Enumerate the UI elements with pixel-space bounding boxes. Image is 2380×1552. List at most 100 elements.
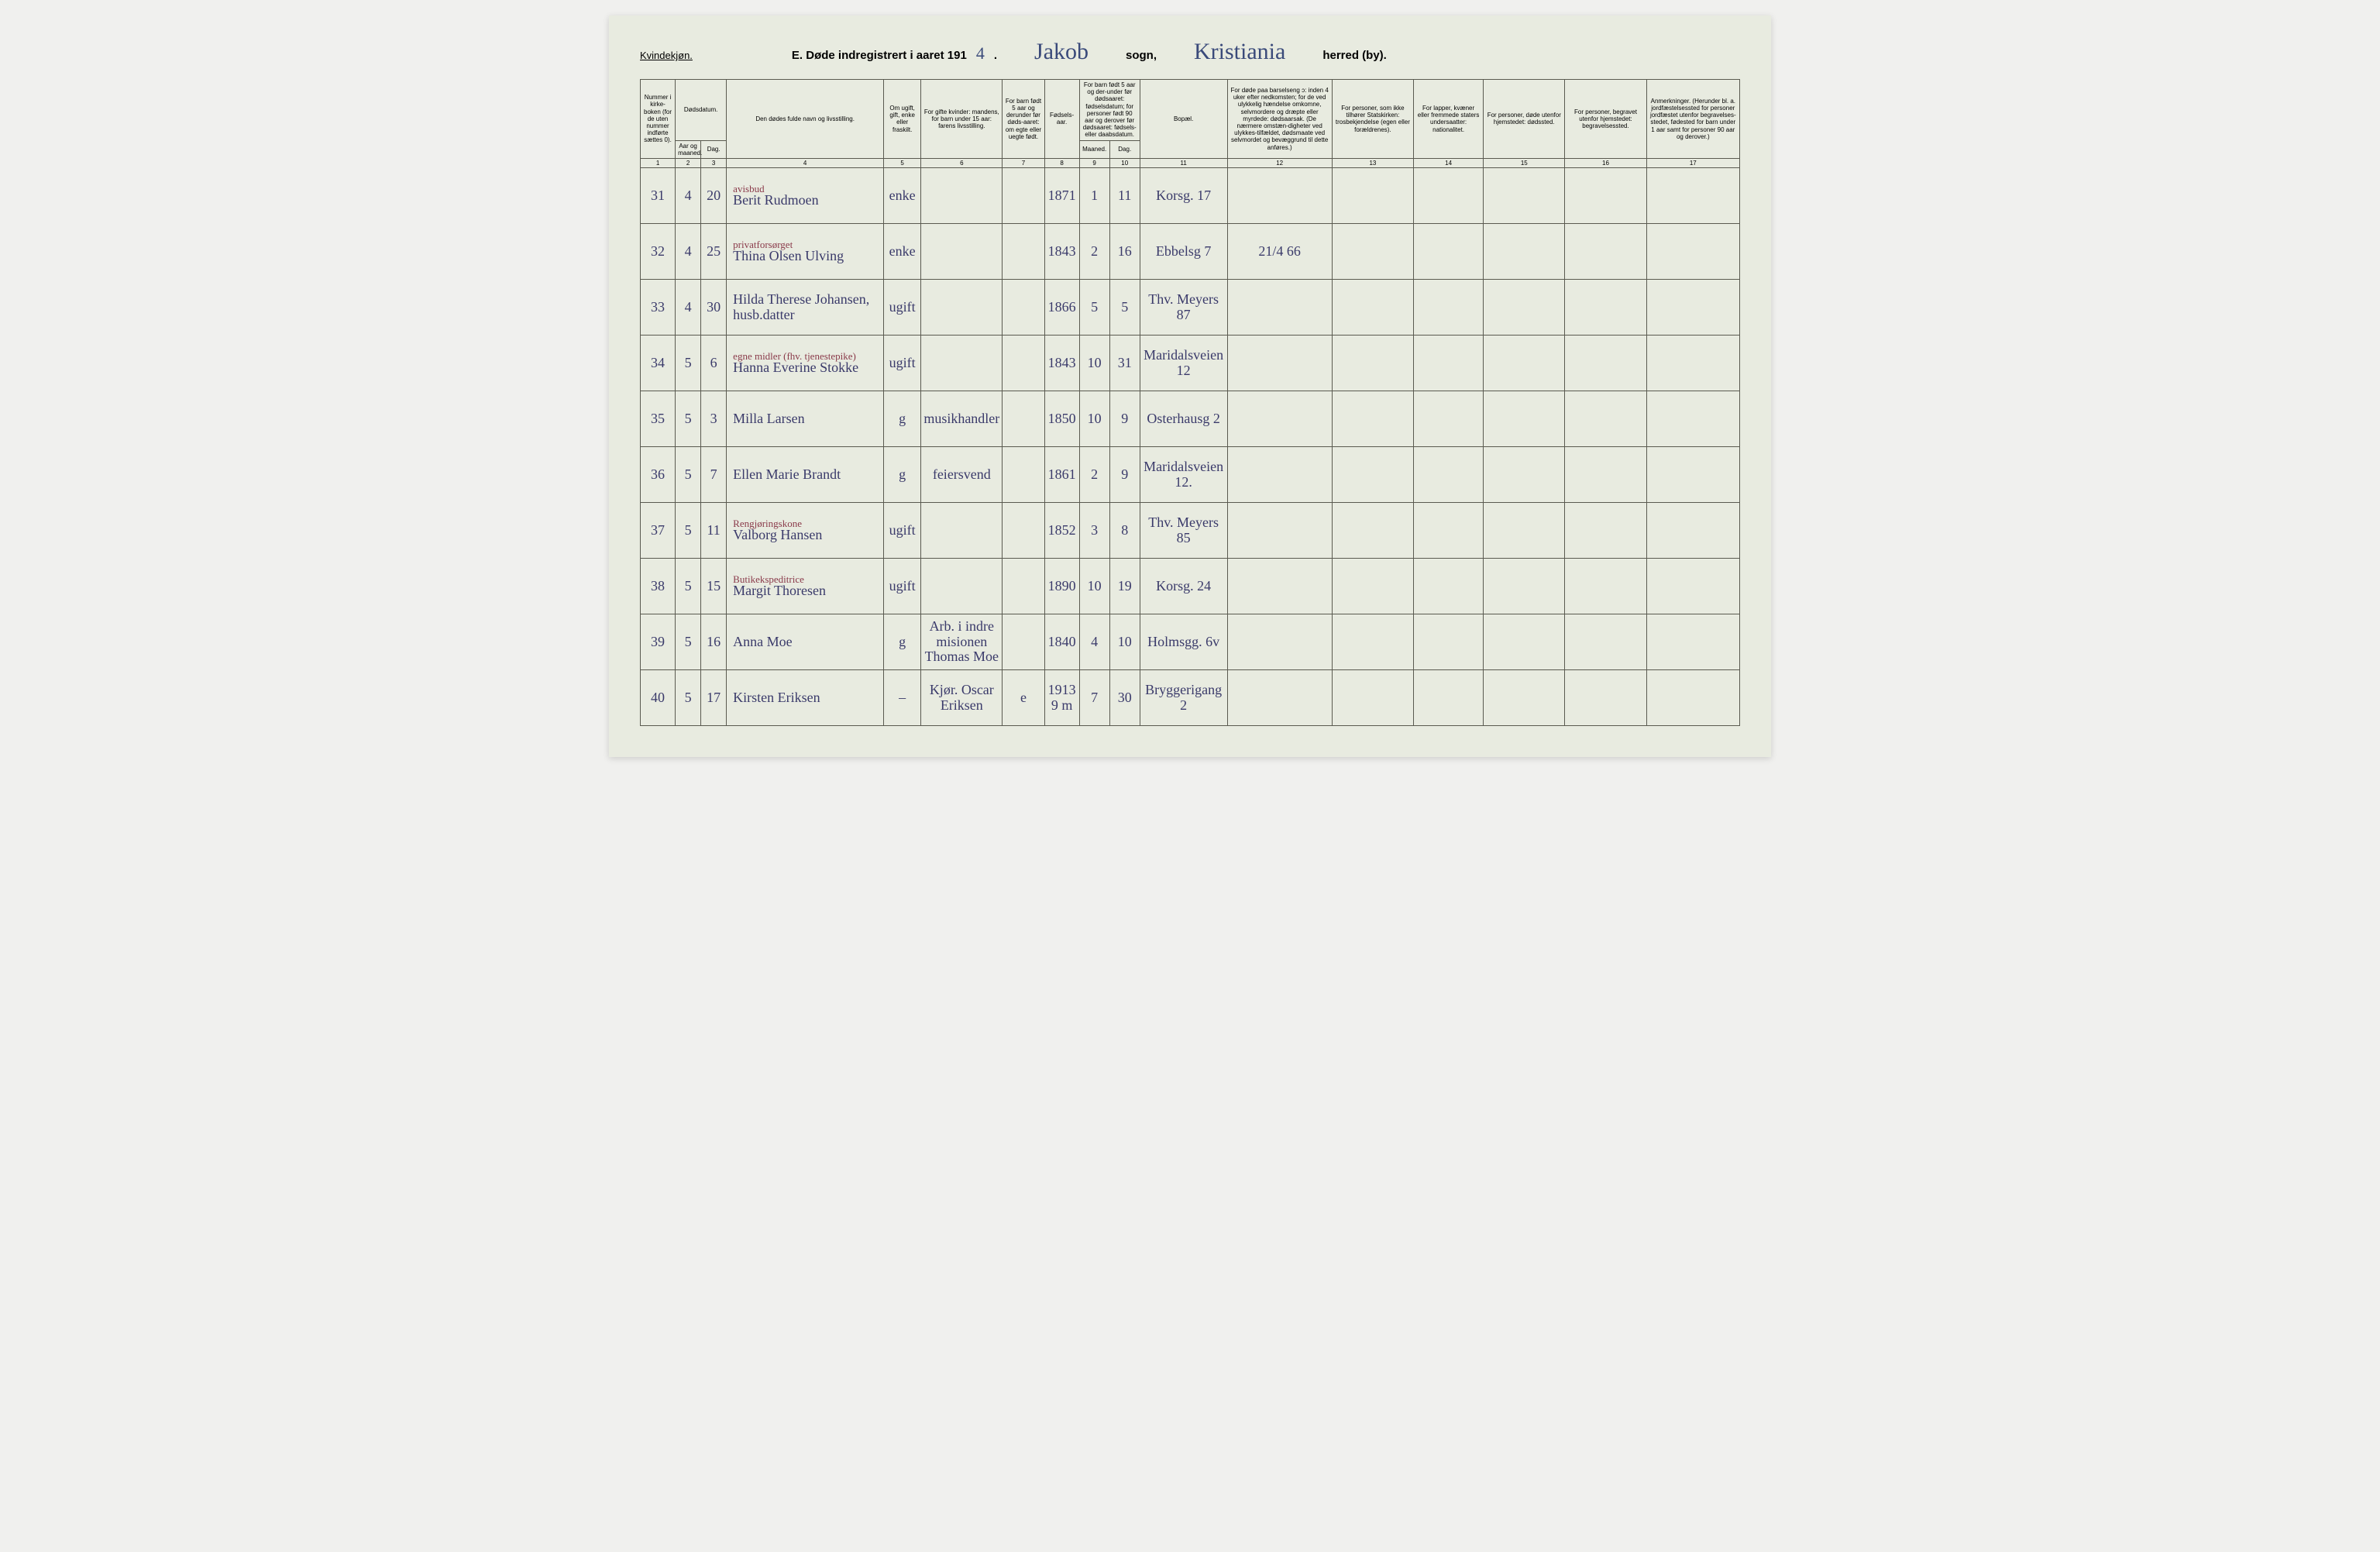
- marital-status: ugift: [884, 336, 921, 391]
- death-month: 5: [676, 503, 701, 559]
- burial-place: [1565, 670, 1646, 726]
- colnum: 8: [1044, 158, 1079, 167]
- col-header-9-d: Dag.: [1109, 140, 1140, 158]
- colnum: 10: [1109, 158, 1140, 167]
- birth-month: 2: [1079, 224, 1109, 280]
- death-month: 4: [676, 280, 701, 336]
- legitimacy: e: [1003, 670, 1044, 726]
- spouse-occupation: [921, 224, 1003, 280]
- place-of-death: [1484, 447, 1565, 503]
- col-header-1: Nummer i kirke-boken (for de uten nummer…: [641, 80, 676, 159]
- place-of-death: [1484, 614, 1565, 670]
- burial-place: [1565, 336, 1646, 391]
- birth-day: 16: [1109, 224, 1140, 280]
- confession: [1332, 559, 1413, 614]
- title-prefix: E. Døde indregistrert i aaret 191: [792, 49, 967, 62]
- place-of-death: [1484, 336, 1565, 391]
- address: Thv. Meyers 87: [1140, 280, 1227, 336]
- col-header-2a: Dødsdatum.: [676, 80, 727, 141]
- cause-of-death: [1227, 391, 1332, 447]
- confession: [1332, 280, 1413, 336]
- cause-of-death: [1227, 670, 1332, 726]
- colnum: 6: [921, 158, 1003, 167]
- colnum: 11: [1140, 158, 1227, 167]
- confession: [1332, 336, 1413, 391]
- birth-month: 4: [1079, 614, 1109, 670]
- table-row: 38515ButikekspeditriceMargit Thoresenugi…: [641, 559, 1740, 614]
- place-of-death: [1484, 670, 1565, 726]
- death-day: 25: [701, 224, 727, 280]
- legitimacy: [1003, 614, 1044, 670]
- person-name: Margit Thoresen: [733, 583, 826, 598]
- legitimacy: [1003, 447, 1044, 503]
- nationality: [1414, 280, 1484, 336]
- col-header-17: Anmerkninger. (Herunder bl. a. jordfæste…: [1646, 80, 1739, 159]
- parish-name-hand: Jakob: [1034, 39, 1089, 65]
- marital-status: enke: [884, 168, 921, 224]
- nationality: [1414, 336, 1484, 391]
- col-header-9a: For barn født 5 aar og der-under før død…: [1079, 80, 1140, 141]
- death-day: 16: [701, 614, 727, 670]
- col-header-11: Bopæl.: [1140, 80, 1227, 159]
- address: Osterhausg 2: [1140, 391, 1227, 447]
- name-cell: Milla Larsen: [727, 391, 884, 447]
- col-header-14: For lapper, kvæner eller fremmede stater…: [1414, 80, 1484, 159]
- name-cell: RengjøringskoneValborg Hansen: [727, 503, 884, 559]
- col-header-9-m: Maaned.: [1079, 140, 1109, 158]
- legitimacy: [1003, 336, 1044, 391]
- place-of-death: [1484, 224, 1565, 280]
- death-month: 5: [676, 391, 701, 447]
- marital-status: g: [884, 391, 921, 447]
- nationality: [1414, 224, 1484, 280]
- spouse-occupation: Kjør. Oscar Eriksen: [921, 670, 1003, 726]
- death-day: 6: [701, 336, 727, 391]
- colnum: 9: [1079, 158, 1109, 167]
- place-of-death: [1484, 168, 1565, 224]
- table-body: 31420avisbudBerit Rudmoenenke1871111Kors…: [641, 168, 1740, 726]
- person-name: Thina Olsen Ulving: [733, 248, 844, 263]
- confession: [1332, 224, 1413, 280]
- legitimacy: [1003, 168, 1044, 224]
- col-header-8: Fødsels-aar.: [1044, 80, 1079, 159]
- address: Maridalsveien 12: [1140, 336, 1227, 391]
- colnum: 17: [1646, 158, 1739, 167]
- burial-place: [1565, 614, 1646, 670]
- death-day: 7: [701, 447, 727, 503]
- remarks: [1646, 447, 1739, 503]
- birth-year: 1861: [1044, 447, 1079, 503]
- col-header-16: For personer, begravet utenfor hjemstede…: [1565, 80, 1646, 159]
- legitimacy: [1003, 559, 1044, 614]
- death-register-table: Nummer i kirke-boken (for de uten nummer…: [640, 79, 1740, 726]
- col-header-2-dag: Dag.: [701, 140, 727, 158]
- birth-day: 11: [1109, 168, 1140, 224]
- marital-status: g: [884, 447, 921, 503]
- death-day: 17: [701, 670, 727, 726]
- colnum: 1: [641, 158, 676, 167]
- colnum: 14: [1414, 158, 1484, 167]
- marital-status: –: [884, 670, 921, 726]
- cause-of-death: [1227, 559, 1332, 614]
- person-name: Ellen Marie Brandt: [733, 466, 841, 482]
- birth-year: 1852: [1044, 503, 1079, 559]
- remarks: [1646, 670, 1739, 726]
- table-row: 3553Milla Larsengmusikhandler1850109Oste…: [641, 391, 1740, 447]
- col-header-6: For gifte kvinder: mandens, for barn und…: [921, 80, 1003, 159]
- death-day: 3: [701, 391, 727, 447]
- person-name: Hilda Therese Johansen, husb.datter: [733, 291, 869, 322]
- burial-place: [1565, 503, 1646, 559]
- cause-of-death: [1227, 503, 1332, 559]
- address: Korsg. 17: [1140, 168, 1227, 224]
- table-row: 31420avisbudBerit Rudmoenenke1871111Kors…: [641, 168, 1740, 224]
- column-number-row: 1 2 3 4 5 6 7 8 9 10 11 12 13 14 15 16 1…: [641, 158, 1740, 167]
- colnum: 4: [727, 158, 884, 167]
- remarks: [1646, 559, 1739, 614]
- entry-number: 36: [641, 447, 676, 503]
- nationality: [1414, 447, 1484, 503]
- death-month: 4: [676, 168, 701, 224]
- death-month: 5: [676, 559, 701, 614]
- burial-place: [1565, 391, 1646, 447]
- marital-status: ugift: [884, 280, 921, 336]
- birth-year: 1850: [1044, 391, 1079, 447]
- birth-month: 10: [1079, 559, 1109, 614]
- legitimacy: [1003, 503, 1044, 559]
